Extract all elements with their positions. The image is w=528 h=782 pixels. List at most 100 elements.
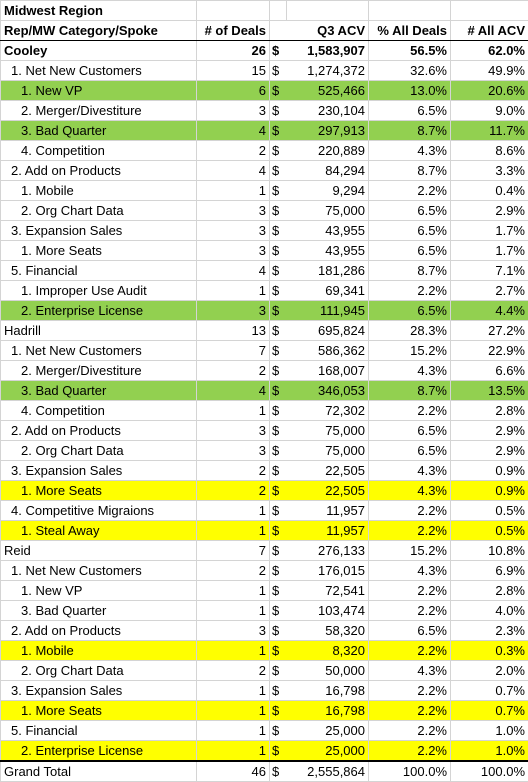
pct-deals-cell[interactable]: 4.3%	[369, 481, 451, 501]
pct-acv-cell[interactable]: 27.2%	[451, 321, 528, 341]
currency-cell[interactable]: $	[270, 601, 287, 621]
deals-cell[interactable]: 3	[197, 201, 270, 221]
row-label[interactable]: 3. Bad Quarter	[1, 121, 197, 141]
pct-acv-cell[interactable]: 20.6%	[451, 81, 528, 101]
row-label[interactable]: 1. Mobile	[1, 181, 197, 201]
pct-deals-cell[interactable]: 4.3%	[369, 561, 451, 581]
pct-acv-cell[interactable]: 0.9%	[451, 481, 528, 501]
pct-acv-cell[interactable]: 2.9%	[451, 201, 528, 221]
pct-deals-cell[interactable]: 2.2%	[369, 701, 451, 721]
row-label[interactable]: 2. Add on Products	[1, 161, 197, 181]
deals-cell[interactable]: 1	[197, 521, 270, 541]
pct-deals-cell[interactable]: 28.3%	[369, 321, 451, 341]
acv-cell[interactable]: 22,505	[287, 461, 369, 481]
pct-deals-cell[interactable]: 6.5%	[369, 301, 451, 321]
currency-cell[interactable]: $	[270, 101, 287, 121]
header-acv[interactable]: Q3 ACV	[270, 21, 369, 41]
row-label[interactable]: 2. Merger/Divestiture	[1, 361, 197, 381]
acv-cell[interactable]: 16,798	[287, 681, 369, 701]
deals-cell[interactable]: 3	[197, 101, 270, 121]
pct-deals-cell[interactable]: 6.5%	[369, 241, 451, 261]
acv-cell[interactable]: 168,007	[287, 361, 369, 381]
acv-cell[interactable]: 69,341	[287, 281, 369, 301]
currency-cell[interactable]: $	[270, 581, 287, 601]
empty-cell[interactable]	[369, 1, 451, 21]
pct-acv-cell[interactable]: 0.7%	[451, 701, 528, 721]
currency-cell[interactable]: $	[270, 221, 287, 241]
currency-cell[interactable]: $	[270, 381, 287, 401]
acv-cell[interactable]: 111,945	[287, 301, 369, 321]
row-label[interactable]: 1. Mobile	[1, 641, 197, 661]
deals-cell[interactable]: 3	[197, 221, 270, 241]
deals-cell[interactable]: 1	[197, 581, 270, 601]
currency-cell[interactable]: $	[270, 441, 287, 461]
pct-acv-cell[interactable]: 9.0%	[451, 101, 528, 121]
pct-acv-cell[interactable]: 22.9%	[451, 341, 528, 361]
acv-cell[interactable]: 11,957	[287, 501, 369, 521]
row-label[interactable]: 3. Expansion Sales	[1, 221, 197, 241]
deals-cell[interactable]: 3	[197, 421, 270, 441]
row-label[interactable]: 5. Financial	[1, 261, 197, 281]
currency-cell[interactable]: $	[270, 201, 287, 221]
deals-cell[interactable]: 3	[197, 441, 270, 461]
row-label[interactable]: 2. Enterprise License	[1, 741, 197, 762]
acv-cell[interactable]: 176,015	[287, 561, 369, 581]
deals-cell[interactable]: 1	[197, 501, 270, 521]
pct-deals-cell[interactable]: 2.2%	[369, 181, 451, 201]
currency-cell[interactable]: $	[270, 321, 287, 341]
acv-cell[interactable]: 103,474	[287, 601, 369, 621]
acv-cell[interactable]: 695,824	[287, 321, 369, 341]
currency-cell[interactable]: $	[270, 41, 287, 61]
row-label[interactable]: 2. Add on Products	[1, 421, 197, 441]
deals-cell[interactable]: 1	[197, 281, 270, 301]
pct-acv-cell[interactable]: 1.7%	[451, 221, 528, 241]
header-category[interactable]: Rep/MW Category/Spoke	[1, 21, 197, 41]
currency-cell[interactable]: $	[270, 661, 287, 681]
deals-cell[interactable]: 15	[197, 61, 270, 81]
row-label[interactable]: 1. Improper Use Audit	[1, 281, 197, 301]
pct-deals-cell[interactable]: 32.6%	[369, 61, 451, 81]
acv-cell[interactable]: 75,000	[287, 421, 369, 441]
deals-cell[interactable]: 1	[197, 601, 270, 621]
deals-cell[interactable]: 2	[197, 461, 270, 481]
deals-cell[interactable]: 4	[197, 121, 270, 141]
row-label[interactable]: 2. Org Chart Data	[1, 661, 197, 681]
currency-cell[interactable]: $	[270, 181, 287, 201]
acv-cell[interactable]: 75,000	[287, 441, 369, 461]
currency-cell[interactable]: $	[270, 161, 287, 181]
pct-acv-cell[interactable]: 10.8%	[451, 541, 528, 561]
pct-acv-cell[interactable]: 0.7%	[451, 681, 528, 701]
pct-acv-cell[interactable]: 6.9%	[451, 561, 528, 581]
deals-cell[interactable]: 1	[197, 721, 270, 741]
pct-deals-cell[interactable]: 2.2%	[369, 581, 451, 601]
row-label[interactable]: 1. Steal Away	[1, 521, 197, 541]
currency-cell[interactable]: $	[270, 241, 287, 261]
grand-total-label[interactable]: Grand Total	[1, 761, 197, 782]
row-label[interactable]: 3. Bad Quarter	[1, 601, 197, 621]
header-pct-acv[interactable]: # All ACV	[451, 21, 528, 41]
row-label[interactable]: 3. Expansion Sales	[1, 461, 197, 481]
row-label[interactable]: 4. Competitive Migraions	[1, 501, 197, 521]
pct-acv-cell[interactable]: 1.0%	[451, 721, 528, 741]
row-label[interactable]: 1. More Seats	[1, 481, 197, 501]
row-label[interactable]: 1. More Seats	[1, 701, 197, 721]
row-label[interactable]: 4. Competition	[1, 401, 197, 421]
pct-acv-cell[interactable]: 0.9%	[451, 461, 528, 481]
deals-cell[interactable]: 26	[197, 41, 270, 61]
row-label[interactable]: 1. New VP	[1, 581, 197, 601]
acv-cell[interactable]: 2,555,864	[287, 761, 369, 782]
currency-cell[interactable]: $	[270, 761, 287, 782]
row-label[interactable]: Reid	[1, 541, 197, 561]
pct-acv-cell[interactable]: 0.5%	[451, 501, 528, 521]
currency-cell[interactable]: $	[270, 481, 287, 501]
row-label[interactable]: 2. Org Chart Data	[1, 201, 197, 221]
pct-deals-cell[interactable]: 2.2%	[369, 721, 451, 741]
pct-acv-cell[interactable]: 1.0%	[451, 741, 528, 762]
acv-cell[interactable]: 9,294	[287, 181, 369, 201]
currency-cell[interactable]: $	[270, 361, 287, 381]
pct-acv-cell[interactable]: 0.3%	[451, 641, 528, 661]
acv-cell[interactable]: 525,466	[287, 81, 369, 101]
pct-acv-cell[interactable]: 2.9%	[451, 421, 528, 441]
deals-cell[interactable]: 4	[197, 161, 270, 181]
currency-cell[interactable]: $	[270, 261, 287, 281]
